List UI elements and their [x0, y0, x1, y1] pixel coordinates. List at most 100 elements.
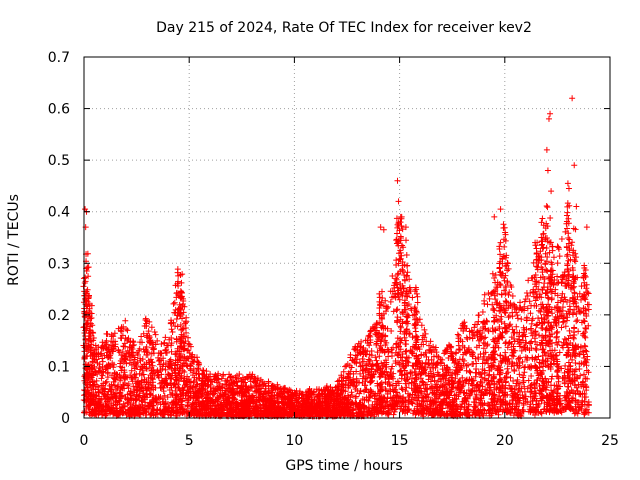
- data-point: [164, 394, 171, 401]
- data-point: [171, 362, 178, 369]
- data-point: [475, 318, 482, 325]
- data-point: [528, 320, 535, 327]
- data-point: [569, 356, 576, 363]
- data-point: [524, 385, 531, 392]
- data-point: [421, 334, 428, 341]
- data-point: [168, 326, 175, 333]
- data-point: [137, 339, 144, 346]
- data-point: [528, 381, 535, 388]
- data-point: [544, 268, 551, 275]
- data-point: [459, 356, 466, 363]
- data-point: [122, 317, 129, 324]
- data-point: [479, 309, 486, 316]
- data-point: [582, 334, 589, 341]
- data-point: [510, 301, 517, 308]
- data-point: [513, 323, 520, 330]
- data-point: [518, 347, 525, 354]
- data-point: [504, 260, 511, 267]
- data-point: [479, 366, 486, 373]
- data-point: [569, 239, 576, 246]
- data-point: [472, 369, 479, 376]
- data-point: [353, 393, 360, 400]
- data-point: [387, 298, 394, 305]
- data-point: [466, 368, 473, 375]
- data-point: [482, 334, 489, 341]
- data-point: [373, 341, 380, 348]
- data-point: [561, 336, 568, 343]
- data-point: [166, 364, 173, 371]
- data-point: [402, 388, 409, 395]
- data-point: [389, 349, 396, 356]
- data-point: [516, 371, 523, 378]
- data-point: [528, 372, 535, 379]
- data-point: [535, 353, 542, 360]
- data-point: [470, 360, 477, 367]
- data-point: [124, 327, 131, 334]
- data-point: [527, 310, 534, 317]
- data-point: [566, 236, 573, 243]
- data-point: [110, 364, 117, 371]
- data-point: [505, 340, 512, 347]
- data-point: [556, 253, 563, 260]
- data-point: [477, 351, 484, 358]
- data-point: [439, 366, 446, 373]
- data-point: [527, 382, 534, 389]
- data-point: [479, 400, 486, 407]
- data-point: [402, 341, 409, 348]
- data-point: [518, 316, 525, 323]
- data-point: [514, 315, 521, 322]
- data-point: [562, 323, 569, 330]
- data-point: [208, 378, 215, 385]
- data-point: [537, 308, 544, 315]
- data-point: [183, 314, 190, 321]
- data-point: [459, 374, 466, 381]
- data-point: [562, 362, 569, 369]
- data-point: [409, 362, 416, 369]
- data-point: [564, 260, 571, 267]
- data-point: [248, 384, 255, 391]
- data-point: [351, 346, 358, 353]
- data-point: [481, 300, 488, 307]
- data-point: [454, 331, 461, 338]
- data-point: [178, 327, 185, 334]
- data-point: [158, 340, 165, 347]
- data-point: [546, 249, 553, 256]
- data-point: [522, 354, 529, 361]
- data-point: [342, 363, 349, 370]
- data-point: [534, 376, 541, 383]
- data-point: [373, 357, 380, 364]
- data-point: [353, 360, 360, 367]
- data-point: [171, 381, 178, 388]
- data-point: [409, 375, 416, 382]
- data-point: [548, 375, 555, 382]
- data-point: [498, 382, 505, 389]
- data-point: [550, 254, 557, 261]
- data-point: [348, 389, 355, 396]
- data-point: [516, 343, 523, 350]
- data-point: [585, 306, 592, 313]
- data-point: [340, 368, 347, 375]
- data-point: [347, 351, 354, 358]
- data-point: [517, 299, 524, 306]
- data-point: [393, 307, 400, 314]
- data-point: [136, 388, 143, 395]
- data-point: [168, 348, 175, 355]
- data-point: [471, 324, 478, 331]
- data-point: [480, 345, 487, 352]
- data-point: [512, 406, 519, 413]
- data-point: [528, 302, 535, 309]
- data-point: [406, 284, 413, 291]
- data-point: [560, 318, 567, 325]
- data-point: [385, 353, 392, 360]
- data-point: [418, 322, 425, 329]
- data-point: [469, 335, 476, 342]
- data-point: [181, 384, 188, 391]
- data-point: [410, 382, 417, 389]
- data-point: [430, 353, 437, 360]
- data-point: [509, 313, 516, 320]
- data-point: [394, 306, 401, 313]
- data-point: [575, 328, 582, 335]
- data-point: [130, 339, 137, 346]
- data-point: [200, 367, 207, 374]
- data-point: [525, 277, 532, 284]
